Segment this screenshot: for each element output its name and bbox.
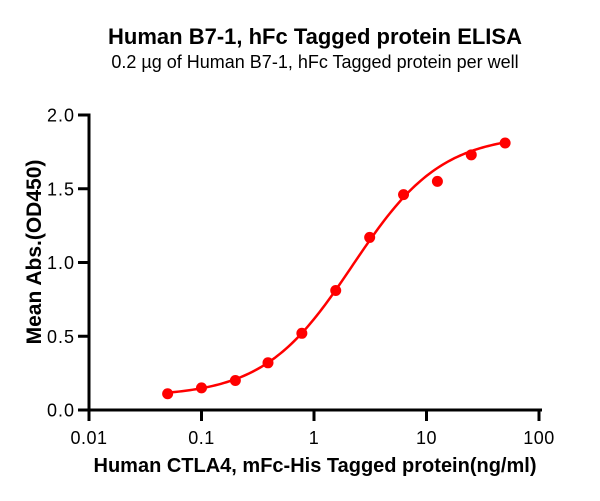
x-tick-label: 1 xyxy=(309,428,320,448)
chart-subtitle: 0.2 µg of Human B7-1, hFc Tagged protein… xyxy=(111,52,519,72)
data-point xyxy=(162,388,174,400)
x-tick-label: 0.01 xyxy=(70,428,107,448)
data-point xyxy=(499,137,511,149)
x-tick-label: 10 xyxy=(416,428,437,448)
y-tick-label: 0.0 xyxy=(47,401,75,421)
x-axis-label: Human CTLA4, mFc-His Tagged protein(ng/m… xyxy=(93,455,537,477)
y-tick-label: 0.5 xyxy=(47,327,75,347)
data-point xyxy=(465,149,477,161)
data-point xyxy=(364,231,376,243)
y-tick-label: 2.0 xyxy=(47,106,75,126)
data-point xyxy=(398,189,410,201)
chart-title: Human B7-1, hFc Tagged protein ELISA xyxy=(108,24,522,49)
data-point xyxy=(196,382,207,394)
fit-curve xyxy=(166,141,507,394)
x-tick-label: 100 xyxy=(523,428,555,448)
y-tick-label: 1.5 xyxy=(47,179,75,199)
x-tick-label: 0.1 xyxy=(188,428,215,448)
data-point xyxy=(296,327,308,339)
y-tick-label: 1.0 xyxy=(47,253,75,273)
data-point xyxy=(431,175,443,187)
data-point xyxy=(262,357,274,369)
data-point xyxy=(229,375,241,386)
data-point xyxy=(330,285,342,297)
